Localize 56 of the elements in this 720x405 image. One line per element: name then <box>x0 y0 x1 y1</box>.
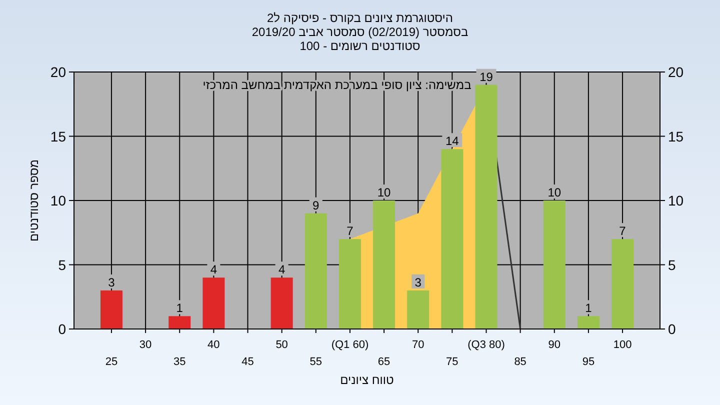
bar <box>441 149 464 329</box>
x-tick-label: 55 <box>310 356 322 368</box>
data-label: 4 <box>210 262 218 277</box>
y2-tick-label: 5 <box>668 256 676 273</box>
chart-title: היסטוגרמת ציונים בקורס - פיסיקה ל2 <box>266 11 454 25</box>
x-tick-label: 65 <box>378 356 390 368</box>
data-label: 1 <box>176 301 184 316</box>
y-tick-label: 5 <box>58 256 66 273</box>
y2-tick-label: 15 <box>668 128 684 144</box>
bar <box>168 316 191 329</box>
y-tick-label: 15 <box>50 128 66 144</box>
x-tick-label: 100 <box>613 339 632 351</box>
y-tick-label: 0 <box>58 321 66 337</box>
data-label: 3 <box>108 275 116 290</box>
bar <box>577 316 600 329</box>
bar <box>202 278 225 329</box>
x-tick-label: (Q1 60) <box>331 339 369 351</box>
bar <box>612 239 634 329</box>
data-label: 3 <box>414 275 422 290</box>
bar <box>304 213 327 329</box>
bar <box>270 278 293 329</box>
x-axis-title: טווח ציונים <box>340 373 394 387</box>
bar <box>543 200 566 329</box>
y-axis-title: מספר סטודנטים <box>27 159 41 242</box>
x-tick-label: 30 <box>139 339 152 351</box>
x-tick-label: 90 <box>548 339 561 351</box>
y-tick-label: 20 <box>50 64 66 80</box>
chart-subtitle: בסמסטר (02/2019) סמסטר אביב 2019/20 סטודנטים רשומים - 100 <box>252 25 468 53</box>
data-label: 9 <box>312 198 320 212</box>
data-label: 19 <box>480 70 494 84</box>
x-tick-label: 45 <box>242 356 254 368</box>
data-label: 10 <box>548 186 562 200</box>
data-label: 4 <box>278 262 286 277</box>
x-tick-label: 35 <box>173 356 186 368</box>
x-tick-label: 25 <box>105 356 118 368</box>
bar <box>407 290 430 329</box>
x-tick-label: 85 <box>514 356 526 368</box>
bar <box>338 239 361 329</box>
y2-tick-label: 10 <box>668 192 684 208</box>
x-tick-label: (Q3 80) <box>468 339 505 351</box>
bar <box>475 84 498 329</box>
data-label: 7 <box>619 224 626 238</box>
bar <box>373 200 396 329</box>
data-label: 14 <box>445 134 460 148</box>
x-tick-label: 40 <box>208 339 220 351</box>
x-tick-label: 70 <box>412 339 424 351</box>
bar <box>100 290 122 329</box>
x-tick-label: 95 <box>582 356 595 368</box>
x-tick-label: 75 <box>446 356 458 368</box>
x-tick-label: 50 <box>276 339 288 351</box>
y2-tick-label: 20 <box>668 64 684 80</box>
data-label: 10 <box>377 186 392 200</box>
y2-tick-label: 0 <box>668 321 676 337</box>
data-label: 1 <box>585 301 592 316</box>
data-label: 7 <box>346 224 354 238</box>
y-tick-label: 10 <box>50 192 66 208</box>
